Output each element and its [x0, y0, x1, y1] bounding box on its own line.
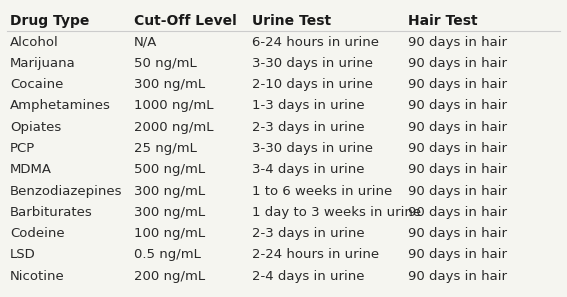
Text: LSD: LSD: [10, 248, 36, 261]
Text: Cocaine: Cocaine: [10, 78, 64, 91]
Text: 300 ng/mL: 300 ng/mL: [134, 206, 205, 219]
Text: Benzodiazepines: Benzodiazepines: [10, 184, 122, 198]
Text: 2-4 days in urine: 2-4 days in urine: [252, 270, 365, 283]
Text: 90 days in hair: 90 days in hair: [408, 78, 507, 91]
Text: 90 days in hair: 90 days in hair: [408, 206, 507, 219]
Text: 25 ng/mL: 25 ng/mL: [134, 142, 197, 155]
Text: Codeine: Codeine: [10, 227, 65, 240]
Text: 3-4 days in urine: 3-4 days in urine: [252, 163, 365, 176]
Text: 1 day to 3 weeks in urine: 1 day to 3 weeks in urine: [252, 206, 422, 219]
Text: 2-3 days in urine: 2-3 days in urine: [252, 227, 365, 240]
Text: Hair Test: Hair Test: [408, 14, 477, 28]
Text: N/A: N/A: [134, 36, 158, 49]
Text: 90 days in hair: 90 days in hair: [408, 99, 507, 113]
Text: 2-10 days in urine: 2-10 days in urine: [252, 78, 374, 91]
Text: 1 to 6 weeks in urine: 1 to 6 weeks in urine: [252, 184, 393, 198]
Text: 90 days in hair: 90 days in hair: [408, 163, 507, 176]
Text: 2000 ng/mL: 2000 ng/mL: [134, 121, 214, 134]
Text: Marijuana: Marijuana: [10, 57, 75, 70]
Text: 90 days in hair: 90 days in hair: [408, 184, 507, 198]
Text: 90 days in hair: 90 days in hair: [408, 227, 507, 240]
Text: 90 days in hair: 90 days in hair: [408, 57, 507, 70]
Text: Barbiturates: Barbiturates: [10, 206, 92, 219]
Text: 1000 ng/mL: 1000 ng/mL: [134, 99, 214, 113]
Text: 500 ng/mL: 500 ng/mL: [134, 163, 205, 176]
Text: Amphetamines: Amphetamines: [10, 99, 111, 113]
Text: 90 days in hair: 90 days in hair: [408, 270, 507, 283]
Text: 200 ng/mL: 200 ng/mL: [134, 270, 205, 283]
Text: 300 ng/mL: 300 ng/mL: [134, 78, 205, 91]
Text: 100 ng/mL: 100 ng/mL: [134, 227, 205, 240]
Text: 90 days in hair: 90 days in hair: [408, 142, 507, 155]
Text: 90 days in hair: 90 days in hair: [408, 248, 507, 261]
Text: Drug Type: Drug Type: [10, 14, 89, 28]
Text: 300 ng/mL: 300 ng/mL: [134, 184, 205, 198]
Text: Opiates: Opiates: [10, 121, 61, 134]
Text: 3-30 days in urine: 3-30 days in urine: [252, 57, 374, 70]
Text: 3-30 days in urine: 3-30 days in urine: [252, 142, 374, 155]
Text: 2-3 days in urine: 2-3 days in urine: [252, 121, 365, 134]
Text: 90 days in hair: 90 days in hair: [408, 121, 507, 134]
Text: 1-3 days in urine: 1-3 days in urine: [252, 99, 365, 113]
Text: Urine Test: Urine Test: [252, 14, 332, 28]
Text: MDMA: MDMA: [10, 163, 52, 176]
Text: Alcohol: Alcohol: [10, 36, 58, 49]
Text: 2-24 hours in urine: 2-24 hours in urine: [252, 248, 379, 261]
Text: 50 ng/mL: 50 ng/mL: [134, 57, 197, 70]
Text: 6-24 hours in urine: 6-24 hours in urine: [252, 36, 379, 49]
Text: Cut-Off Level: Cut-Off Level: [134, 14, 237, 28]
Text: Nicotine: Nicotine: [10, 270, 65, 283]
Text: PCP: PCP: [10, 142, 35, 155]
Text: 90 days in hair: 90 days in hair: [408, 36, 507, 49]
Text: 0.5 ng/mL: 0.5 ng/mL: [134, 248, 201, 261]
